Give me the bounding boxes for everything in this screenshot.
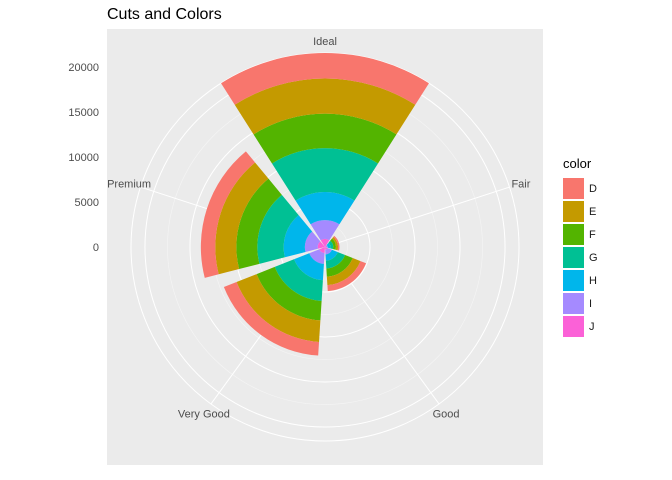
legend-key	[563, 201, 584, 222]
bar-ideal-f	[253, 113, 397, 164]
bar-ideal-e	[234, 78, 416, 135]
bar-premium-e	[215, 162, 269, 275]
y-tick-label: 10000	[68, 152, 99, 164]
bar-premium-j	[317, 241, 325, 249]
chart-title: Cuts and Colors	[107, 6, 222, 23]
legend-key	[563, 178, 584, 199]
bar-premium-h	[283, 215, 313, 258]
category-label: Premium	[107, 178, 151, 190]
spoke-fair	[324, 186, 510, 248]
y-tick-label: 20000	[68, 62, 99, 74]
y-tick-label: 5000	[75, 197, 99, 209]
bar-ideal-i	[310, 220, 340, 241]
bar-premium-g	[257, 194, 299, 264]
bar-segments	[200, 53, 429, 356]
legend-label: F	[589, 228, 596, 241]
bar-very-good-f	[256, 266, 322, 321]
bar-very-good-h	[293, 253, 324, 281]
legend-key	[563, 293, 584, 314]
bar-fair-d	[333, 235, 340, 251]
legend-label: H	[589, 274, 597, 287]
bar-fair-i	[325, 244, 328, 248]
bar-very-good-g	[274, 259, 323, 301]
bar-premium-f	[236, 178, 282, 270]
legend-label: G	[589, 251, 598, 264]
bar-premium-i	[304, 231, 321, 253]
bar-ideal-g	[271, 148, 379, 201]
category-label: Good	[433, 409, 460, 421]
bar-good-f	[326, 254, 353, 277]
category-label: Ideal	[313, 36, 337, 48]
legend-item-e: E	[563, 200, 598, 223]
bar-very-good-j	[319, 247, 325, 254]
legend-label: J	[589, 320, 595, 333]
legend-key	[563, 224, 584, 245]
legend-item-i: I	[563, 292, 598, 315]
y-tick-label: 0	[93, 242, 99, 254]
bar-good-j	[325, 247, 328, 250]
bar-good-i	[325, 248, 332, 255]
legend-item-h: H	[563, 269, 598, 292]
bar-ideal-d	[221, 53, 429, 105]
legend-item-d: D	[563, 177, 598, 200]
bar-fair-h	[326, 242, 331, 249]
bar-very-good-e	[236, 274, 321, 342]
bar-very-good-i	[309, 249, 325, 264]
legend-key	[563, 247, 584, 268]
bar-premium-d	[200, 151, 256, 278]
bar-good-g	[325, 252, 346, 269]
bar-fair-g	[328, 240, 334, 250]
axis-labels: Fair Good Very Good Premium Ideal 0 5000 10000 1…	[68, 36, 530, 421]
bar-ideal-h	[295, 192, 355, 225]
bar-fair-e	[332, 236, 339, 251]
category-label: Very Good	[178, 409, 230, 421]
y-tick-label: 15000	[68, 107, 99, 119]
legend-title: color	[563, 156, 592, 171]
bar-good-h	[325, 249, 338, 261]
bar-fair-j	[325, 246, 327, 248]
bar-good-e	[326, 257, 361, 286]
legend-label: E	[589, 205, 597, 218]
bar-very-good-d	[223, 282, 320, 356]
bar-fair-f	[330, 238, 337, 250]
legend-item-g: G	[563, 246, 598, 269]
category-label: Fair	[511, 178, 530, 190]
bar-ideal-j	[320, 238, 330, 247]
legend-item-f: F	[563, 223, 598, 246]
legend-key	[563, 270, 584, 291]
legend-label: D	[589, 182, 597, 195]
legend-key	[563, 316, 584, 337]
bar-good-d	[327, 261, 367, 292]
legend-label: I	[589, 297, 593, 310]
legend-item-j: J	[563, 315, 598, 338]
